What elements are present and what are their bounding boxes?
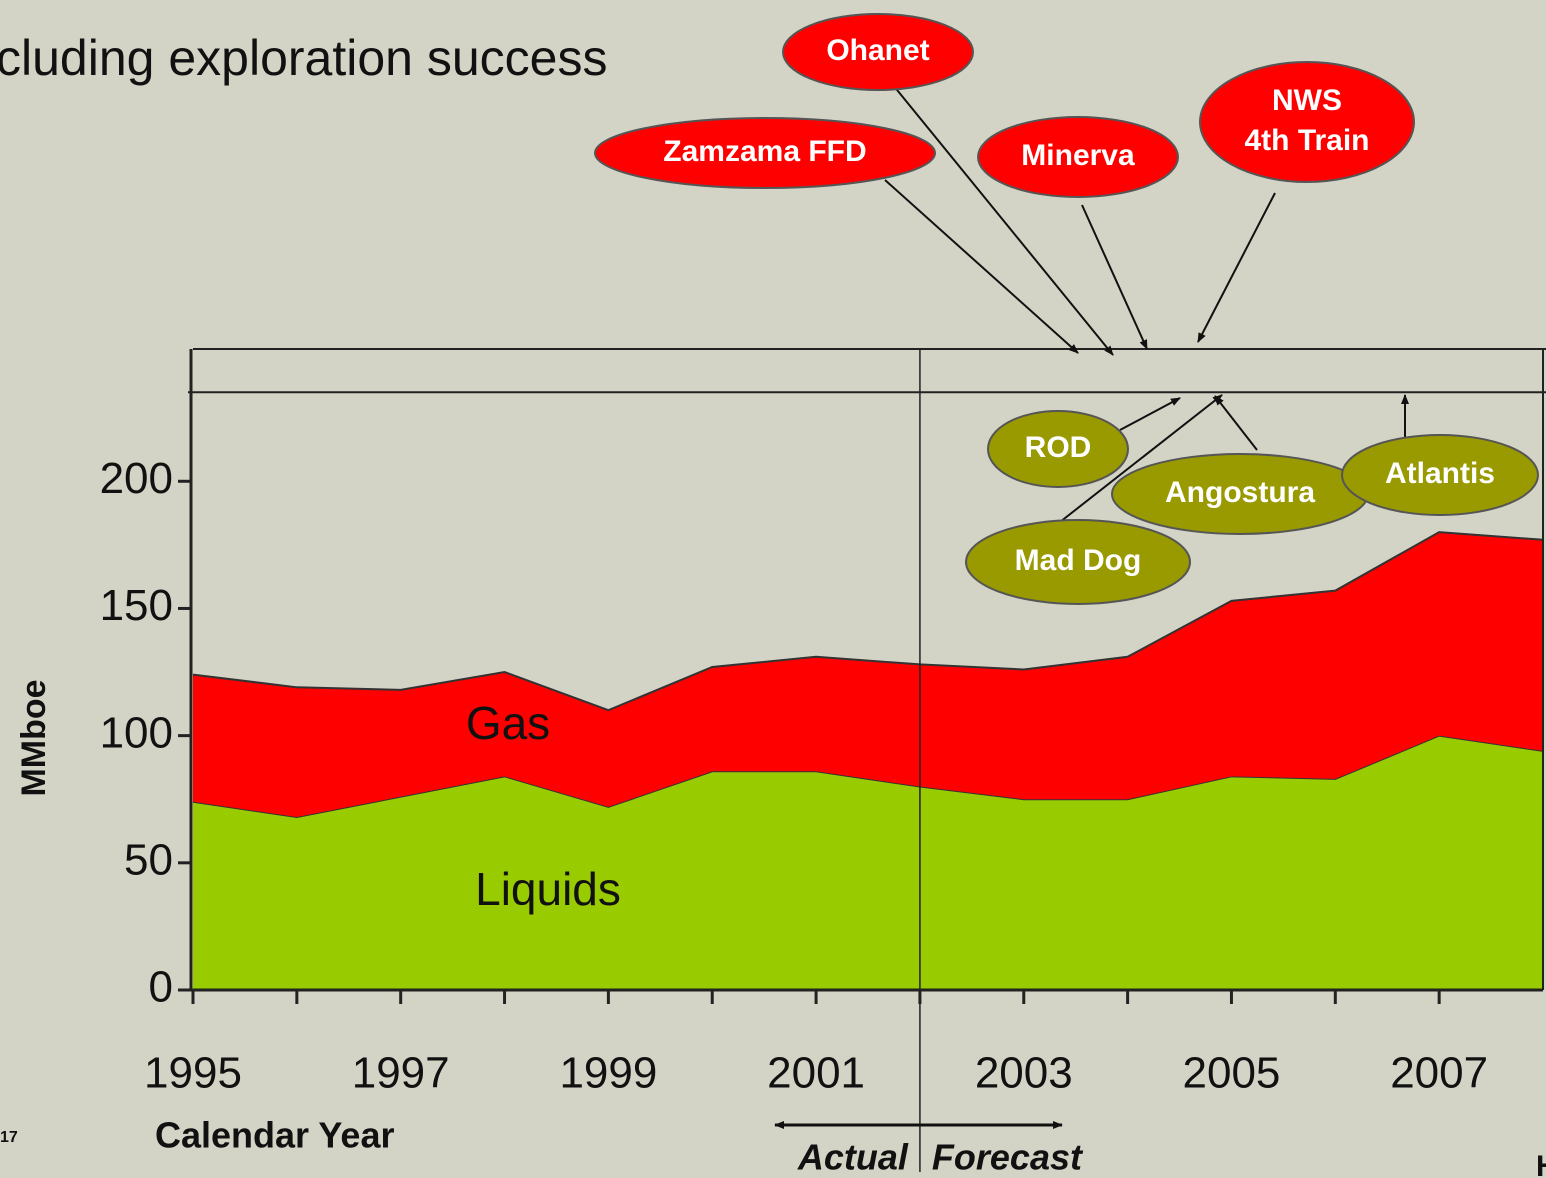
x-tick-label: 1995 <box>144 1049 242 1098</box>
annotation-label: Ohanet <box>826 34 929 67</box>
forecast-label: Forecast <box>932 1137 1084 1178</box>
annotation-label: ROD <box>1025 431 1092 464</box>
annotation-arrow <box>1197 192 1276 343</box>
annotation-bubble <box>987 410 1129 488</box>
x-axis-label: Calendar Year <box>155 1115 394 1156</box>
annotation-bubble <box>782 13 974 91</box>
annotation-label: NWS <box>1272 84 1342 117</box>
area-fill <box>193 532 1543 818</box>
annotation-bubble <box>1199 61 1415 183</box>
annotation-label: Minerva <box>1021 139 1135 172</box>
actual-label: Actual <box>797 1137 909 1178</box>
annotation-label: 4th Train <box>1244 124 1369 157</box>
area-fill <box>193 735 1543 990</box>
annotation-bubble <box>965 519 1191 605</box>
corner-text: H <box>1536 1150 1546 1178</box>
annotation-label: Atlantis <box>1385 457 1495 490</box>
y-tick-label: 150 <box>100 581 173 630</box>
annotation-arrow <box>1081 204 1148 350</box>
x-tick-label: 2003 <box>975 1049 1073 1098</box>
annotation-arrow <box>1059 394 1223 523</box>
annotation-bubble <box>594 117 936 189</box>
y-tick-label: 200 <box>100 454 173 503</box>
x-tick-label: 2007 <box>1390 1049 1488 1098</box>
annotation-arrow <box>892 84 1114 356</box>
series-label: Liquids <box>475 863 621 915</box>
series-label: Gas <box>466 697 550 749</box>
y-tick-label: 50 <box>124 835 173 884</box>
x-tick-label: 2001 <box>767 1049 865 1098</box>
x-tick-label: 1997 <box>352 1049 450 1098</box>
x-tick-label: 2005 <box>1183 1049 1281 1098</box>
page-title: cluding exploration success <box>0 30 607 86</box>
annotation-arrow <box>884 179 1079 354</box>
annotation-arrow <box>1119 397 1181 431</box>
annotation-bubble <box>1341 434 1539 516</box>
annotation-bubble <box>977 116 1179 198</box>
y-tick-label: 0 <box>149 963 173 1012</box>
annotation-label: Mad Dog <box>1015 544 1142 577</box>
y-axis-label: MMboe <box>15 679 53 796</box>
annotation-label: Zamzama FFD <box>663 135 866 168</box>
x-tick-label: 1999 <box>559 1049 657 1098</box>
page-number: 17 <box>0 1129 18 1146</box>
annotation-label: Angostura <box>1165 476 1315 509</box>
y-tick-label: 100 <box>100 708 173 757</box>
area-top-edge <box>192 531 1544 712</box>
annotation-arrow <box>1214 395 1258 451</box>
